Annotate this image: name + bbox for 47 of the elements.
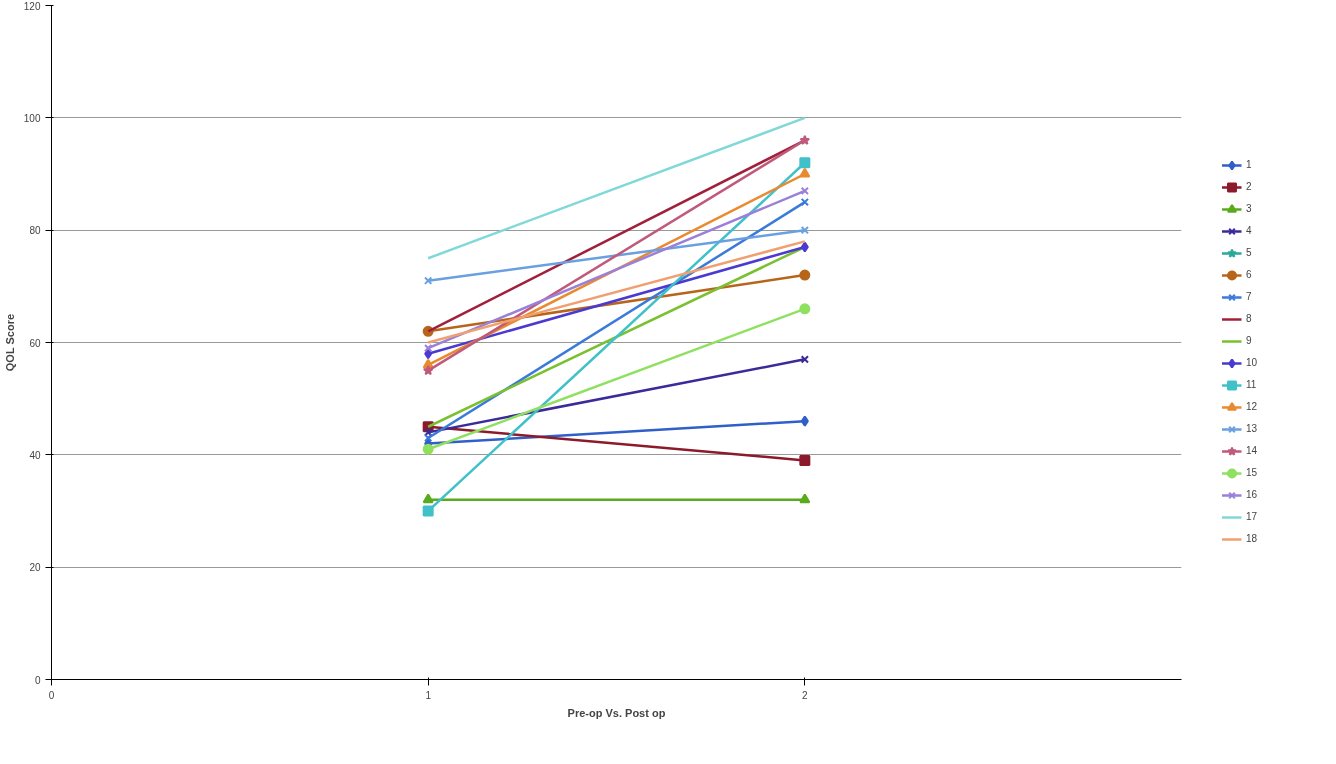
y-tick-label: 100 bbox=[23, 112, 41, 124]
legend-label: 3 bbox=[1246, 202, 1253, 216]
point bbox=[799, 303, 811, 315]
legend-label: 13 bbox=[1246, 422, 1259, 436]
point bbox=[800, 415, 809, 427]
point bbox=[800, 197, 810, 207]
x-tick-label: 1 bbox=[425, 689, 432, 701]
x-tick-label: 2 bbox=[802, 689, 809, 701]
legend-label: 15 bbox=[1246, 466, 1259, 480]
legend-label: 4 bbox=[1246, 224, 1253, 238]
legend-label: 1 bbox=[1246, 158, 1253, 172]
point bbox=[799, 454, 811, 466]
legend-label: 14 bbox=[1246, 444, 1259, 458]
point bbox=[800, 186, 810, 196]
legend-label: 9 bbox=[1246, 334, 1253, 348]
point bbox=[800, 225, 810, 235]
y-tick-label: 0 bbox=[34, 674, 41, 686]
point bbox=[799, 269, 811, 281]
y-tick-label: 60 bbox=[29, 337, 41, 349]
point bbox=[423, 433, 433, 443]
point bbox=[800, 241, 809, 253]
x-axis-title: Pre-op Vs. Post op bbox=[567, 706, 666, 719]
point bbox=[424, 348, 433, 360]
point bbox=[799, 157, 811, 169]
y-tick-label: 40 bbox=[29, 449, 41, 461]
legend-label: 18 bbox=[1246, 532, 1259, 546]
legend-label: 5 bbox=[1246, 246, 1253, 260]
y-tick-label: 120 bbox=[23, 0, 41, 12]
legend-label: 12 bbox=[1246, 400, 1259, 414]
legend-label: 10 bbox=[1246, 356, 1259, 370]
legend-label: 7 bbox=[1246, 290, 1253, 304]
point bbox=[423, 343, 433, 353]
point bbox=[423, 276, 433, 285]
point bbox=[423, 428, 433, 437]
y-axis-title: QOL Score bbox=[3, 313, 16, 372]
point bbox=[799, 134, 811, 145]
y-tick-label: 20 bbox=[29, 562, 41, 574]
legend-label: 6 bbox=[1246, 268, 1253, 282]
point bbox=[422, 505, 434, 517]
x-tick-label: 0 bbox=[48, 689, 55, 701]
legend-label: 8 bbox=[1246, 312, 1253, 326]
legend-label: 2 bbox=[1246, 180, 1253, 194]
legend-label: 11 bbox=[1246, 378, 1258, 392]
point bbox=[422, 443, 434, 455]
legend-label: 17 bbox=[1246, 510, 1259, 524]
y-tick-label: 80 bbox=[29, 225, 41, 237]
legend-label: 16 bbox=[1246, 488, 1259, 502]
